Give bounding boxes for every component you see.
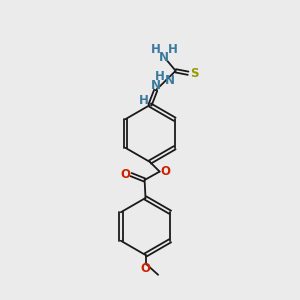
Text: N: N	[151, 79, 161, 92]
Text: H: H	[168, 43, 177, 56]
Text: O: O	[121, 168, 131, 181]
Text: N: N	[158, 51, 169, 64]
Text: H: H	[155, 70, 165, 83]
Text: S: S	[190, 67, 198, 80]
Text: O: O	[160, 165, 170, 178]
Text: H: H	[151, 43, 160, 56]
Text: H: H	[139, 94, 148, 107]
Text: N: N	[165, 74, 175, 88]
Text: O: O	[140, 262, 151, 275]
